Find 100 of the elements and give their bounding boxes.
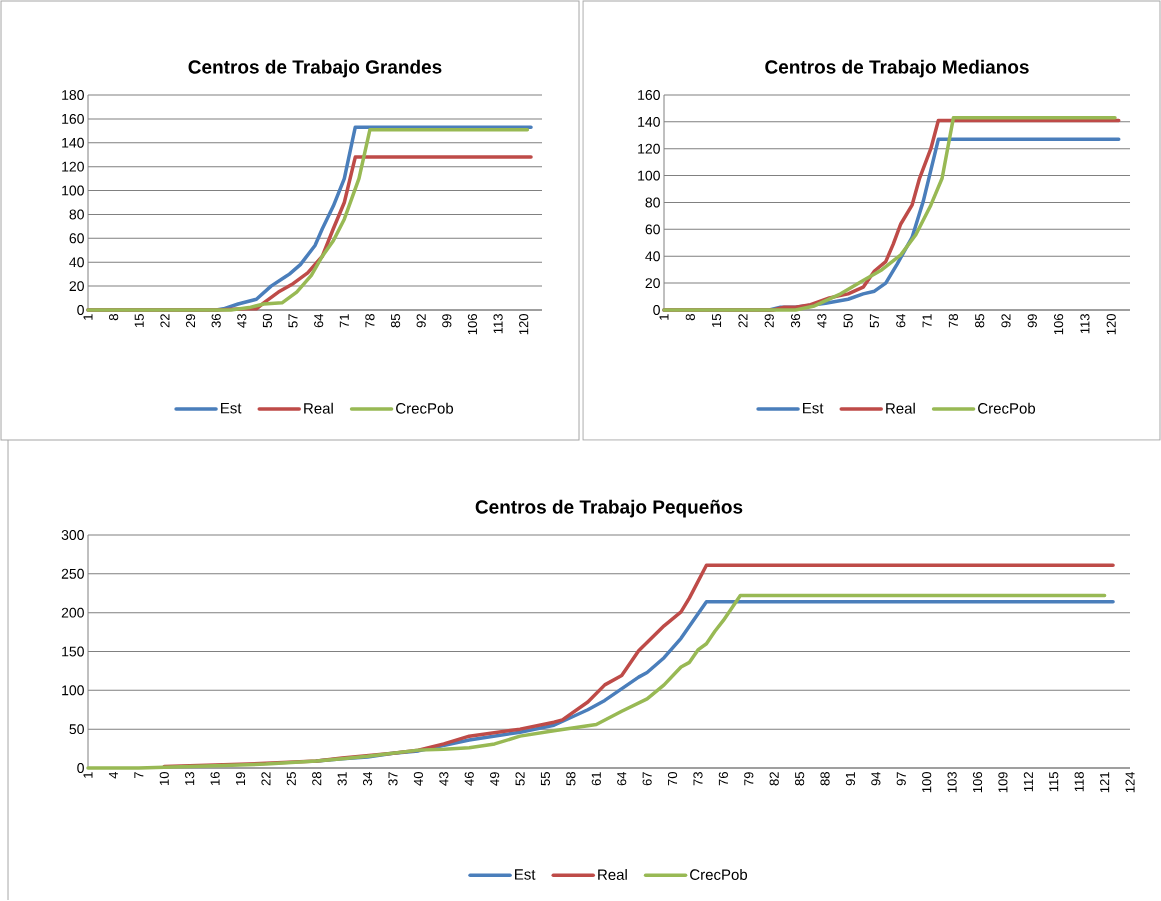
x-tick-label: 43 [237,314,247,328]
y-tick-label: 140 [62,137,84,148]
x-tick-label: 97 [896,772,906,786]
x-tick-label: 99 [442,314,452,328]
x-tick-label: 13 [185,772,195,785]
x-tick-label: 82 [769,772,779,786]
x-tick-label: 103 [947,772,957,793]
y-tick-label: 40 [69,257,84,268]
x-tick-label: 85 [390,314,401,328]
y-tick-label: 80 [69,209,84,220]
y-tick-label: 120 [638,143,660,154]
x-tick-label: 29 [185,314,196,328]
x-tick-label: 15 [134,314,144,327]
y-tick-label: 200 [61,607,84,618]
x-tick-label: 113 [1080,314,1090,334]
x-tick-label: 10 [159,772,169,785]
y-tick-label: 180 [62,90,84,100]
x-tick-label: 106 [467,314,478,335]
x-tick-label: 58 [566,772,576,786]
x-tick-label: 36 [790,314,801,328]
x-tick-label: 8 [109,314,119,321]
x-tick-label: 121 [1100,772,1110,793]
legend-label: Real [886,402,915,414]
y-tick-label: 140 [638,116,660,127]
x-tick-label: 40 [413,772,423,786]
x-tick-label: 37 [388,772,398,786]
y-tick-label: 60 [645,224,660,235]
y-tick-label: 0 [77,763,84,773]
x-tick-label: 120 [519,314,529,335]
y-tick-label: 120 [62,161,84,172]
y-tick-label: 40 [645,251,660,262]
x-tick-label: 76 [718,772,728,786]
x-tick-label: 120 [1106,314,1116,335]
x-tick-label: 70 [667,772,678,786]
x-tick-label: 71 [339,314,349,328]
x-tick-label: 109 [998,772,1008,793]
x-tick-label: 115 [1049,772,1059,792]
legend-label: Est [803,402,824,414]
x-tick-label: 85 [795,772,805,786]
x-tick-label: 1 [83,314,93,320]
x-tick-label: 106 [1054,314,1064,335]
x-tick-label: 106 [972,772,983,793]
x-tick-label: 88 [820,772,830,786]
y-tick-label: 100 [62,685,84,696]
y-tick-label: 20 [69,281,84,292]
y-tick-label: 60 [69,233,84,244]
x-tick-label: 43 [817,314,827,328]
x-tick-label: 34 [362,771,373,786]
x-tick-label: 22 [261,772,271,786]
y-tick-label: 0 [653,305,660,315]
x-tick-label: 50 [843,314,853,328]
x-tick-label: 79 [744,772,754,786]
x-tick-label: 25 [286,772,296,786]
y-tick-label: 50 [69,724,84,735]
x-tick-label: 67 [642,772,652,786]
x-tick-label: 100 [922,772,932,793]
x-tick-label: 43 [439,772,449,786]
x-tick-label: 29 [764,314,774,328]
x-tick-label: 4 [108,771,118,779]
x-tick-label: 64 [896,313,906,328]
x-tick-label: 1 [83,772,93,778]
y-tick-label: 80 [645,197,660,208]
x-tick-label: 22 [738,314,748,328]
legend-label: Real [304,402,333,414]
x-tick-label: 112 [1023,772,1033,792]
x-tick-label: 94 [871,771,881,786]
y-tick-label: 0 [77,305,84,315]
legend-label: Est [221,402,242,414]
legend-label: CrecPob [396,402,454,414]
y-tick-label: 100 [638,170,660,181]
x-tick-label: 46 [464,772,474,786]
x-tick-label: 19 [235,772,246,785]
x-tick-label: 7 [134,772,144,779]
chart-title: Centros de Trabajo Pequeños [475,499,743,518]
chart-title: Centros de Trabajo Grandes [188,59,442,78]
y-tick-label: 160 [638,90,660,100]
y-tick-label: 100 [62,185,84,196]
x-tick-label: 73 [693,772,703,786]
x-tick-label: 71 [922,314,932,328]
y-tick-label: 20 [645,278,660,289]
y-tick-label: 150 [62,646,84,657]
legend-label: CrecPob [978,402,1036,414]
x-tick-label: 85 [975,314,985,328]
x-tick-label: 15 [712,314,722,327]
x-tick-label: 16 [210,772,220,785]
x-tick-label: 50 [262,314,273,328]
x-tick-label: 99 [1027,314,1037,328]
x-tick-label: 49 [490,772,500,786]
x-tick-label: 36 [211,314,221,328]
legend-label: CrecPob [690,868,748,880]
y-tick-label: 250 [61,568,84,579]
x-tick-label: 22 [160,314,170,328]
x-tick-label: 124 [1125,771,1135,793]
x-tick-label: 118 [1074,772,1084,792]
x-tick-label: 78 [948,314,958,328]
x-tick-label: 64 [314,313,324,328]
x-tick-label: 92 [416,314,426,328]
x-tick-label: 91 [845,772,856,786]
x-tick-label: 1 [659,314,669,320]
x-tick-label: 28 [312,772,322,786]
